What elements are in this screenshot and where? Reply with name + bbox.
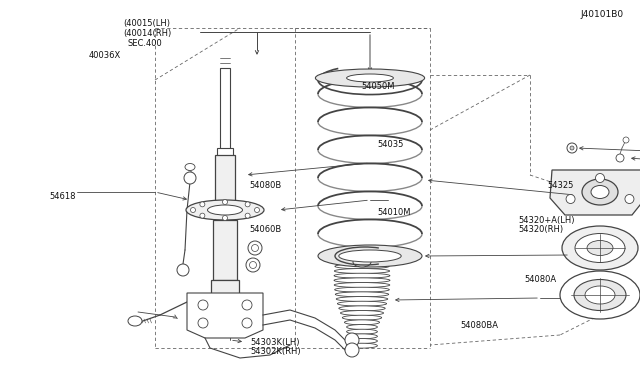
Bar (220, 68, 230, 153)
Text: 54320(RH): 54320(RH) (518, 225, 564, 234)
Ellipse shape (128, 316, 142, 326)
Text: 54080A: 54080A (525, 275, 557, 283)
Polygon shape (187, 293, 263, 338)
Bar (213, 220, 237, 280)
Ellipse shape (336, 296, 388, 301)
Ellipse shape (347, 343, 378, 348)
Bar (217, 148, 233, 160)
Circle shape (242, 318, 252, 328)
Ellipse shape (347, 329, 378, 334)
Circle shape (198, 300, 208, 310)
Ellipse shape (337, 301, 387, 306)
Ellipse shape (353, 257, 371, 267)
Circle shape (345, 343, 359, 357)
Ellipse shape (585, 286, 615, 304)
Circle shape (567, 143, 577, 153)
Text: 54320+A(LH): 54320+A(LH) (518, 217, 575, 225)
Circle shape (345, 333, 359, 347)
Circle shape (250, 262, 257, 269)
Circle shape (616, 154, 624, 162)
Ellipse shape (335, 264, 389, 269)
Circle shape (191, 208, 195, 212)
Circle shape (246, 258, 260, 272)
Circle shape (595, 173, 605, 183)
Polygon shape (550, 170, 640, 215)
Text: 54080B: 54080B (250, 182, 282, 190)
Ellipse shape (347, 339, 378, 343)
Circle shape (625, 195, 634, 203)
Text: J40101B0: J40101B0 (581, 10, 624, 19)
Circle shape (223, 215, 227, 221)
Ellipse shape (574, 279, 626, 311)
Circle shape (245, 213, 250, 218)
Circle shape (223, 199, 227, 205)
Ellipse shape (316, 69, 424, 87)
Circle shape (252, 244, 259, 251)
Text: 54035: 54035 (378, 140, 404, 149)
Ellipse shape (207, 205, 243, 215)
Circle shape (184, 172, 196, 184)
Ellipse shape (582, 179, 618, 205)
Circle shape (242, 300, 252, 310)
Circle shape (200, 213, 205, 218)
Text: 54060B: 54060B (250, 225, 282, 234)
Ellipse shape (340, 311, 383, 315)
Ellipse shape (339, 306, 385, 311)
Circle shape (177, 264, 189, 276)
Text: 54010M: 54010M (378, 208, 411, 217)
Bar (215, 155, 235, 223)
Ellipse shape (335, 292, 388, 297)
Ellipse shape (334, 283, 390, 288)
Text: 54618: 54618 (49, 192, 76, 201)
Ellipse shape (335, 287, 389, 292)
Ellipse shape (186, 200, 264, 220)
Circle shape (245, 202, 250, 207)
Ellipse shape (347, 324, 378, 330)
Ellipse shape (347, 74, 394, 82)
Circle shape (623, 137, 629, 143)
Ellipse shape (562, 226, 638, 270)
Text: SEC.400: SEC.400 (128, 39, 163, 48)
Ellipse shape (591, 186, 609, 199)
Ellipse shape (342, 315, 381, 320)
Ellipse shape (185, 164, 195, 170)
Circle shape (570, 146, 574, 150)
Ellipse shape (560, 271, 640, 319)
Circle shape (248, 241, 262, 255)
Text: 54303K(LH): 54303K(LH) (250, 338, 300, 347)
Text: (40014(RH): (40014(RH) (124, 29, 172, 38)
Text: 54080BA: 54080BA (461, 321, 499, 330)
Ellipse shape (334, 269, 390, 273)
Ellipse shape (334, 278, 390, 283)
Circle shape (198, 318, 208, 328)
Ellipse shape (318, 245, 422, 267)
Ellipse shape (587, 241, 613, 256)
Ellipse shape (344, 320, 380, 325)
Ellipse shape (347, 334, 378, 339)
Text: 40036X: 40036X (88, 51, 120, 60)
Text: 54302K(RH): 54302K(RH) (250, 347, 301, 356)
Text: 54325: 54325 (547, 181, 573, 190)
Circle shape (566, 195, 575, 203)
Bar (211, 280, 239, 315)
Ellipse shape (575, 234, 625, 263)
Ellipse shape (334, 273, 390, 278)
Ellipse shape (339, 250, 401, 262)
Text: 54050M: 54050M (362, 82, 395, 91)
Text: (40015(LH): (40015(LH) (124, 19, 170, 28)
Circle shape (200, 202, 205, 207)
Circle shape (255, 208, 259, 212)
